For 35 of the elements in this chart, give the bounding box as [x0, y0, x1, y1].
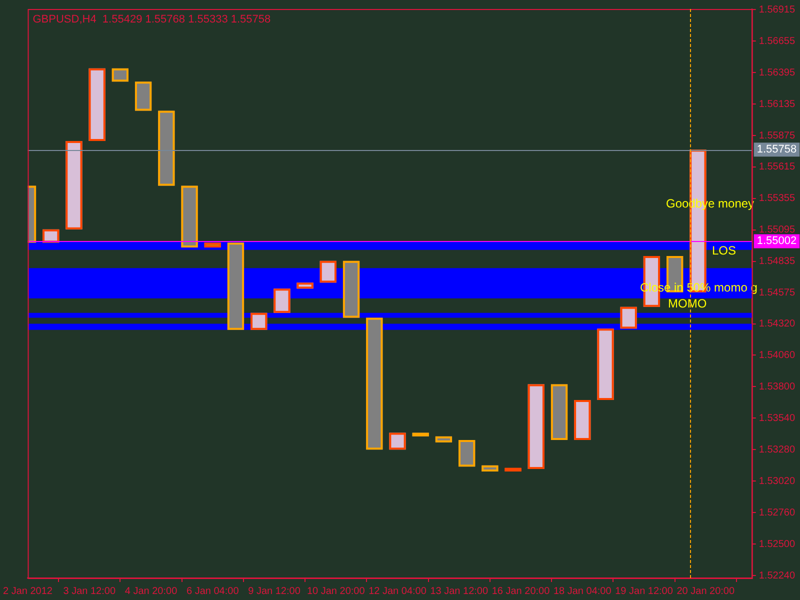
- x-tick-label: 20 Jan 20:00: [676, 586, 735, 597]
- y-tick-label: 1.56655: [758, 36, 796, 47]
- y-tick-label: 1.53800: [758, 381, 796, 392]
- y-tick-label: 1.53020: [758, 476, 796, 487]
- x-tick-label: 10 Jan 20:00: [306, 586, 366, 597]
- y-tick-label: 1.53540: [758, 412, 796, 424]
- x-tick-label: 18 Jan 04:00: [553, 586, 612, 597]
- y-tick-label: 1.54835: [758, 256, 796, 268]
- x-tick-label: 19 Jan 12:00: [615, 586, 674, 597]
- ref-line-label: 1.55002: [756, 235, 797, 248]
- y-tick-label: 1.54320: [758, 318, 796, 330]
- y-tick-label: 1.56135: [758, 98, 796, 110]
- x-tick-label: 13 Jan 12:00: [430, 586, 488, 597]
- x-tick-label: 16 Jan 20:00: [492, 586, 550, 597]
- y-tick-label: 1.55095: [758, 224, 796, 236]
- x-tick-label: 6 Jan 04:00: [186, 586, 240, 597]
- y-tick-label: 1.52240: [758, 570, 796, 582]
- annotation: MOMO: [668, 296, 707, 310]
- x-tick-label: 3 Jan 12:00: [63, 586, 116, 597]
- x-tick-label: 12 Jan 04:00: [368, 586, 427, 597]
- y-tick-label: 1.53280: [758, 444, 796, 456]
- ref-line-label: 1.55758: [756, 144, 797, 156]
- y-tick-label: 1.54575: [758, 288, 796, 299]
- x-tick-label: 9 Jan 12:00: [248, 586, 301, 597]
- x-tick-label: 2 Jan 2012: [2, 586, 53, 597]
- y-tick-label: 1.56915: [758, 4, 796, 16]
- y-tick-label: 1.56395: [758, 67, 796, 78]
- y-tick-label: 1.52500: [758, 538, 796, 550]
- y-tick-label: 1.54060: [758, 350, 796, 361]
- x-tick-label: 4 Jan 20:00: [124, 586, 178, 597]
- y-tick-label: 1.55875: [758, 130, 796, 142]
- y-tick-label: 1.52760: [758, 507, 796, 518]
- y-tick-label: 1.55355: [758, 193, 796, 204]
- chart-title: GBPUSD,H4 1.55429 1.55768 1.55333 1.55758: [32, 14, 271, 26]
- y-tick-label: 1.55615: [758, 162, 796, 173]
